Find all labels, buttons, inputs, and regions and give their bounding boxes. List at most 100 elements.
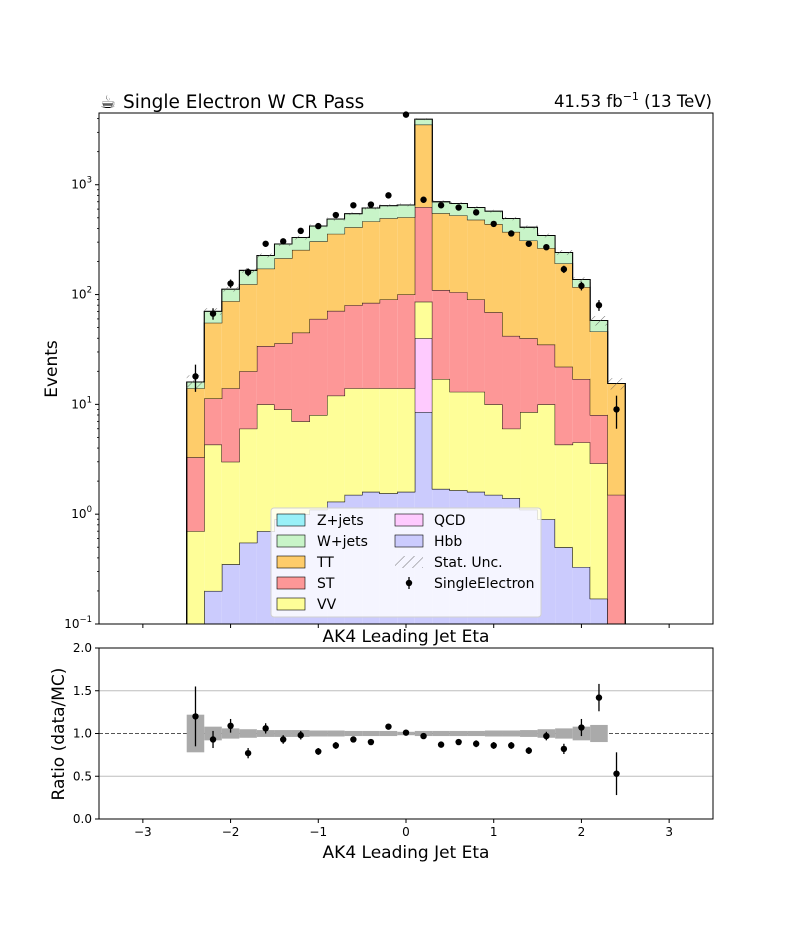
legend-label-st: ST	[317, 576, 335, 592]
title-icon: ☕	[100, 92, 116, 113]
bar-st-14	[432, 290, 450, 380]
bar-vv-18	[502, 428, 521, 499]
bar-qcd-13	[414, 338, 433, 413]
legend: Z+jets W+jets TT ST VV QCD Hbb Stat. Unc…	[270, 507, 542, 618]
ratio-x-tick-label-0: −3	[134, 825, 152, 839]
bar-vv-4	[256, 404, 275, 532]
legend-swatch-st	[276, 576, 306, 590]
bar-hbb-23	[590, 598, 608, 624]
data-point-15	[455, 204, 462, 211]
stat-unc-bin-9	[344, 212, 363, 216]
ratio-unc-bin-8	[327, 730, 345, 737]
bar-tt-14	[432, 213, 450, 291]
data-point-23	[595, 301, 603, 309]
data-point-13	[420, 196, 427, 203]
ratio-point-9	[350, 736, 357, 743]
ratio-point-20	[543, 732, 550, 740]
bar-tt-8	[327, 233, 345, 311]
ratio-point-18	[508, 742, 515, 749]
bar-tt-9	[344, 227, 363, 306]
ratio-y-label: Ratio (data/MC)	[49, 668, 69, 801]
stat-unc-bin-19	[520, 225, 538, 230]
bar-st-10	[362, 302, 380, 389]
ratio-point-21	[560, 745, 568, 753]
bar-st-19	[520, 338, 538, 413]
ratio-x-tick-label-5: 2	[578, 825, 586, 839]
data-point-1	[209, 310, 217, 317]
bar-st-0	[186, 457, 205, 532]
ratio-point-24	[613, 770, 620, 777]
stat-unc-bin-18	[502, 216, 521, 221]
main-y-tick-label-2: 101	[71, 395, 92, 411]
bar-tt-2	[221, 301, 240, 389]
bar-st-17	[484, 312, 503, 405]
data-point-10	[367, 201, 375, 208]
ratio-unc-bin-16	[467, 730, 485, 737]
ratio-point-13	[420, 732, 427, 740]
stat-unc-bin-24	[607, 378, 626, 390]
bar-vv-17	[484, 404, 503, 495]
data-point-18	[508, 230, 515, 237]
legend-label-zjets: Z+jets	[317, 513, 364, 529]
data-point-2	[227, 280, 234, 287]
bar-tt-24	[607, 383, 626, 495]
stack-outline-qcd	[186, 337, 626, 624]
bar-tt-13	[414, 124, 433, 208]
ratio-x-label: AK4 Leading Jet Eta	[323, 843, 490, 863]
bar-vv-1	[204, 444, 222, 591]
ratio-unc-bin-9	[344, 730, 363, 737]
legend-swatch-hbb	[394, 534, 424, 548]
bar-wjets-13	[414, 119, 433, 125]
data-point-5	[280, 238, 287, 245]
legend-swatch-vv	[276, 597, 306, 611]
bar-hbb-20	[537, 519, 556, 624]
bar-wjets-9	[344, 213, 363, 228]
bar-tt-10	[362, 221, 380, 303]
ratio-point-8	[332, 742, 340, 749]
ratio-point-1	[209, 736, 217, 743]
bar-tt-16	[467, 219, 485, 300]
data-point-7	[315, 222, 322, 230]
ratio-x-tick-label-4: 1	[490, 825, 498, 839]
legend-swatch-zjets	[276, 513, 306, 527]
data-point-17	[490, 220, 497, 228]
ratio-x-tick-label-3: 0	[402, 825, 410, 839]
ratio-unc-bin-17	[484, 730, 503, 737]
chart-title: Single Electron W CR Pass	[123, 92, 364, 113]
legend-label-wjets: W+jets	[317, 534, 368, 550]
bar-wjets-6	[291, 237, 310, 250]
bar-hbb-3	[239, 542, 257, 624]
bar-vv-19	[520, 412, 538, 510]
bar-vv-14	[432, 379, 450, 489]
bar-hbb-22	[572, 567, 591, 624]
bar-st-2	[221, 388, 240, 462]
bar-st-16	[467, 299, 485, 392]
bar-wjets-5	[274, 243, 292, 259]
bar-st-4	[256, 346, 275, 405]
legend-swatch-qcd	[394, 513, 424, 527]
main-y-axis: 10−1 100 101 102 103	[64, 118, 99, 631]
bar-st-24	[607, 494, 626, 624]
data-point-19	[525, 240, 532, 247]
bar-vv-11	[379, 388, 398, 494]
bar-tt-20	[537, 248, 556, 345]
data-point-20	[543, 243, 550, 251]
ratio-unc-bin-21	[555, 728, 573, 739]
bar-st-6	[291, 332, 310, 422]
data-point-24	[613, 406, 620, 413]
ratio-y-tick-label-2: 1.0	[73, 727, 92, 741]
ratio-unc-bin-15	[449, 730, 468, 737]
stat-unc-bin-11	[379, 204, 398, 208]
ratio-point-14	[437, 741, 445, 748]
bar-vv-22	[572, 442, 591, 568]
bar-tt-17	[484, 223, 503, 313]
bar-vv-16	[467, 391, 485, 492]
bar-tt-4	[256, 268, 275, 347]
bar-hbb-21	[555, 547, 573, 624]
ratio-unc-bin-2	[221, 728, 240, 739]
ratio-point-23	[595, 694, 603, 701]
stat-unc-bin-6	[291, 235, 310, 240]
ratio-point-10	[367, 738, 375, 746]
legend-label-stat-unc: Stat. Unc.	[434, 555, 503, 571]
data-point-3	[244, 268, 252, 276]
